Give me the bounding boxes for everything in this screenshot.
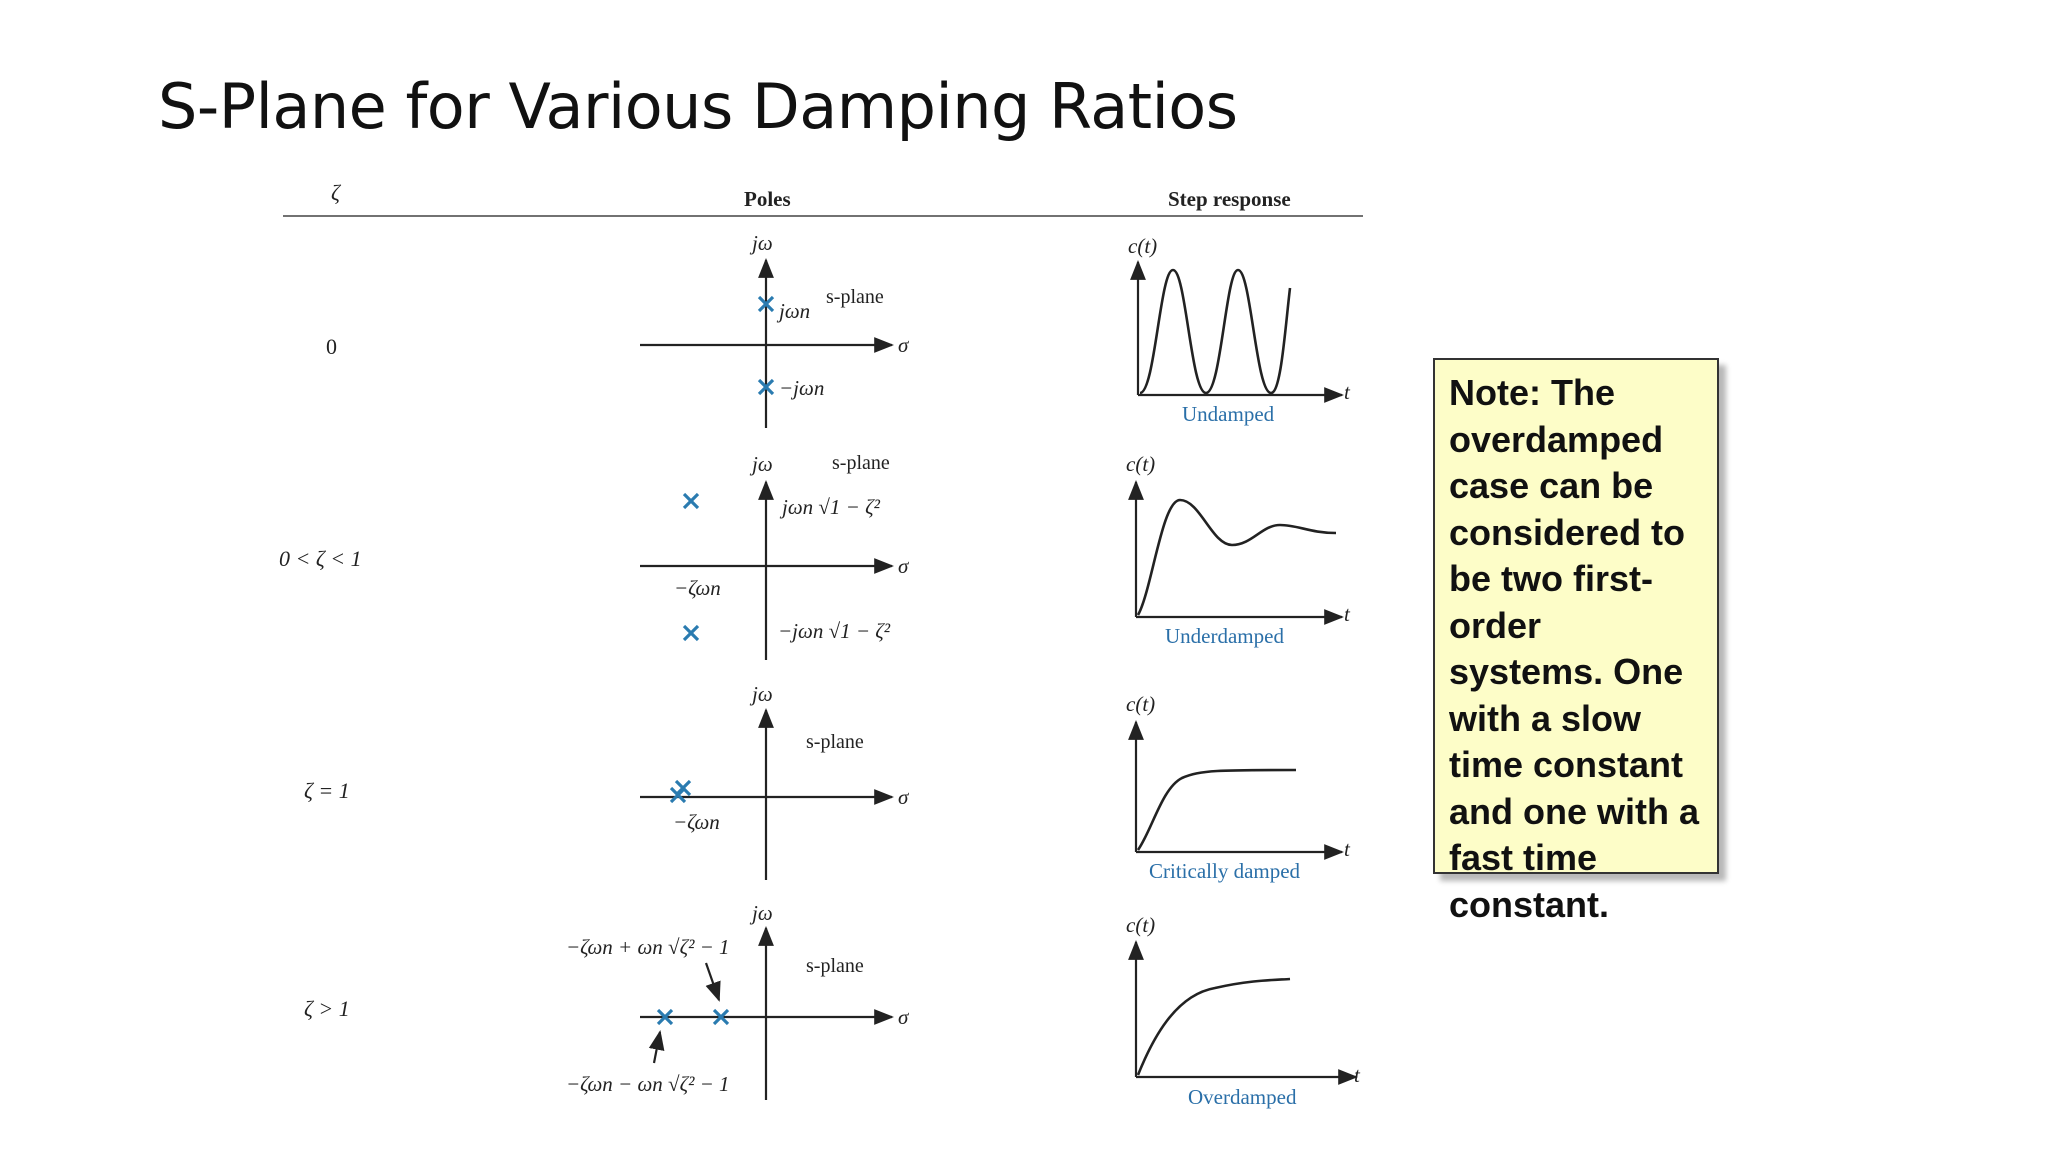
header-zeta: ζ (331, 180, 342, 205)
t-label: t (1354, 1063, 1361, 1087)
t-label: t (1344, 837, 1351, 861)
jw-label: jω (749, 231, 773, 255)
splane-label: s-plane (826, 286, 884, 308)
step-caption: Critically damped (1149, 859, 1301, 883)
pointer-arrow (704, 962, 721, 1002)
upper-pole-label: jωn √1 − ζ² (779, 495, 881, 519)
note-callout: Note: The overdamped case can be conside… (1433, 358, 1719, 925)
sigma-label: σ (898, 554, 910, 578)
row-critically-damped: ζ = 1 jω s-plane σ −ζωn c(t) t Criticall… (304, 682, 1351, 883)
splane-label: s-plane (832, 452, 890, 474)
step-caption: Underdamped (1165, 624, 1284, 648)
pole-marker (757, 295, 775, 313)
jw-label: jω (749, 901, 773, 925)
lower-pole-label: −jωn (779, 376, 824, 400)
critically-damped-response-curve (1136, 768, 1297, 851)
row-zeta-label: 0 < ζ < 1 (279, 546, 362, 571)
pole-marker (757, 378, 775, 396)
t-label: t (1344, 602, 1351, 626)
pole-marker (682, 492, 700, 510)
row-overdamped: ζ > 1 jω s-plane σ −ζωn + ωn √ζ² − 1 −ζω… (304, 901, 1361, 1109)
splane-label: s-plane (806, 731, 864, 753)
row-zeta-label: ζ = 1 (304, 778, 350, 803)
ct-label: c(t) (1128, 234, 1157, 258)
row-underdamped: 0 < ζ < 1 jω s-plane σ jωn √1 − ζ² −jωn … (279, 452, 1351, 660)
header-step: Step response (1168, 187, 1291, 211)
splane-label: s-plane (806, 955, 864, 977)
double-pole-marker (669, 779, 692, 804)
lower-pole-label: −ζωn − ωn √ζ² − 1 (566, 1072, 730, 1096)
ct-label: c(t) (1126, 452, 1155, 476)
undamped-response-curve (1139, 268, 1292, 395)
sigma-label: σ (898, 1005, 910, 1029)
row-undamped: 0 jω σ s-plane jωn −jωn c(t) t Undamped (326, 231, 1351, 428)
row-zeta-label: ζ > 1 (304, 996, 350, 1021)
note-text: Note: The overdamped case can be conside… (1449, 372, 1700, 925)
row-zeta-label: 0 (326, 334, 337, 359)
lower-pole-label: −jωn √1 − ζ² (778, 619, 891, 643)
ct-label: c(t) (1126, 692, 1155, 716)
pole-marker (712, 1008, 730, 1026)
step-caption: Undamped (1182, 402, 1275, 426)
upper-pole-label: −ζωn + ωn √ζ² − 1 (566, 935, 730, 959)
pole-marker (682, 624, 700, 642)
pole-marker (656, 1008, 674, 1026)
header-poles: Poles (744, 187, 791, 211)
slide-title: S-Plane for Various Damping Ratios (158, 70, 1238, 143)
upper-pole-label: jωn (776, 299, 810, 323)
jw-label: jω (749, 682, 773, 706)
sigma-label: σ (898, 785, 910, 809)
t-label: t (1344, 380, 1351, 404)
overdamped-response-curve (1136, 977, 1291, 1076)
ct-label: c(t) (1126, 913, 1155, 937)
underdamped-response-curve (1136, 498, 1337, 616)
step-caption: Overdamped (1188, 1085, 1297, 1109)
real-part-label: −ζωn (674, 576, 721, 600)
pointer-arrow (648, 1030, 665, 1064)
real-part-label: −ζωn (673, 810, 720, 834)
jw-label: jω (749, 452, 773, 476)
sigma-label: σ (898, 333, 910, 357)
